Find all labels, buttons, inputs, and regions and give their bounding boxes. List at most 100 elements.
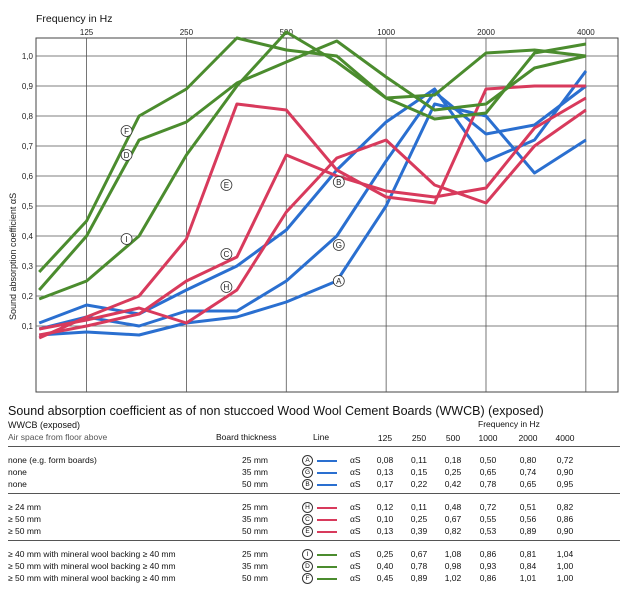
value-cell: 0,50 [479, 455, 497, 465]
value-cell: 0,89 [410, 573, 428, 583]
marker-badge: C [302, 514, 313, 525]
air-space-cell: ≥ 50 mm with mineral wool backing ≥ 40 m… [8, 573, 176, 583]
air-space-cell: none (e.g. form boards) [8, 455, 97, 465]
freq-col-4000: 4000 [555, 433, 575, 443]
value-cell: 0,12 [376, 502, 394, 512]
marker-badge: D [302, 561, 313, 572]
value-cell: 0,90 [556, 526, 574, 536]
value-cell: 0,81 [519, 549, 537, 559]
value-cell: 0,10 [376, 514, 394, 524]
y-tick-label: 0,7 [22, 142, 34, 151]
value-cell: 0,45 [376, 573, 394, 583]
thickness-cell: 50 mm [242, 526, 268, 536]
board-thickness-header: Board thickness [216, 432, 277, 442]
alpha-symbol: αS [350, 502, 361, 512]
svg-text:B: B [336, 178, 341, 187]
air-space-cell: none [8, 479, 27, 489]
value-cell: 0,78 [410, 561, 428, 571]
value-cell: 0,39 [410, 526, 428, 536]
series-line-g [38, 84, 587, 331]
table-row: ≥ 50 mm with mineral wool backing ≥ 40 m… [8, 573, 620, 585]
value-cell: 0,95 [556, 479, 574, 489]
alpha-symbol: αS [350, 561, 361, 571]
chart-title: Frequency in Hz [36, 13, 112, 25]
value-cell: 1,02 [444, 573, 462, 583]
thickness-cell: 25 mm [242, 549, 268, 559]
line-swatch [317, 554, 337, 556]
x-tick-label: 250 [180, 28, 194, 37]
x-tick-labels: 125 250 500 1000 2000 4000 [80, 28, 595, 37]
plot-frame [35, 37, 619, 393]
y-tick-label: 0,1 [22, 322, 34, 331]
value-cell: 0,15 [410, 467, 428, 477]
svg-text:H: H [224, 283, 230, 292]
series-lines [38, 30, 588, 340]
value-cell: 0,65 [479, 467, 497, 477]
value-cell: 0,72 [556, 455, 574, 465]
air-space-cell: ≥ 50 mm with mineral wool backing ≥ 40 m… [8, 561, 176, 571]
value-cell: 0,55 [479, 514, 497, 524]
value-cell: 0,25 [376, 549, 394, 559]
value-cell: 0,13 [376, 467, 394, 477]
frequency-header: Frequency in Hz [478, 419, 540, 429]
value-cell: 0,42 [444, 479, 462, 489]
value-cell: 0,86 [556, 514, 574, 524]
freq-col-1000: 1000 [478, 433, 498, 443]
value-cell: 0,72 [479, 502, 497, 512]
series-marker-d: D [120, 149, 133, 161]
marker-badge: F [302, 573, 313, 584]
marker-badge: H [302, 502, 313, 513]
value-cell: 0,53 [479, 526, 497, 536]
value-cell: 0,25 [444, 467, 462, 477]
value-cell: 1,00 [556, 561, 574, 571]
y-tick-label: 0,9 [22, 82, 34, 91]
series-marker-a: A [332, 275, 345, 287]
value-cell: 0,84 [519, 561, 537, 571]
line-swatch [317, 578, 337, 580]
value-cell: 0,80 [519, 455, 537, 465]
series-marker-h: H [220, 281, 233, 293]
value-cell: 0,11 [411, 455, 427, 465]
chart-grid [35, 37, 619, 393]
line-swatch [317, 507, 337, 509]
thickness-cell: 25 mm [242, 502, 268, 512]
series-marker-g: G [332, 239, 345, 251]
svg-text:F: F [124, 127, 129, 136]
line-swatch [317, 460, 337, 462]
alpha-symbol: αS [350, 455, 361, 465]
marker-badge: G [302, 467, 313, 478]
value-cell: 0,86 [479, 573, 497, 583]
alpha-symbol: αS [350, 526, 361, 536]
table-group: ≥ 40 mm with mineral wool backing ≥ 40 m… [8, 540, 620, 584]
value-cell: 1,08 [444, 549, 462, 559]
value-cell: 0,78 [479, 479, 497, 489]
value-cell: 0,18 [444, 455, 462, 465]
freq-col-125: 125 [377, 433, 393, 443]
series-line-a [39, 102, 587, 337]
value-cell: 1,00 [556, 573, 574, 583]
series-line-e [38, 84, 586, 340]
svg-text:I: I [125, 235, 127, 244]
value-cell: 0,67 [444, 514, 462, 524]
table-row: ≥ 50 mm with mineral wool backing ≥ 40 m… [8, 561, 620, 573]
table-header: WWCB (exposed) Air space from floor abov… [8, 418, 620, 446]
series-line-b [38, 70, 588, 325]
thickness-cell: 25 mm [242, 455, 268, 465]
y-tick-labels: 1,0 0,9 0,8 0,7 0,6 0,5 0,4 0,3 0,2 0,1 [22, 52, 34, 331]
x-tick-label: 4000 [577, 28, 595, 37]
value-cell: 0,48 [444, 502, 462, 512]
air-space-cell: ≥ 50 mm [8, 526, 42, 536]
value-cell: 0,51 [519, 502, 537, 512]
svg-text:D: D [124, 151, 130, 160]
wwcb-label: WWCB (exposed) [8, 420, 81, 430]
svg-text:C: C [224, 250, 230, 259]
table-title: Sound absorption coefficient as of non s… [8, 404, 544, 418]
value-cell: 0,90 [556, 467, 574, 477]
freq-col-500: 500 [445, 433, 461, 443]
series-marker-i: I [120, 233, 133, 245]
